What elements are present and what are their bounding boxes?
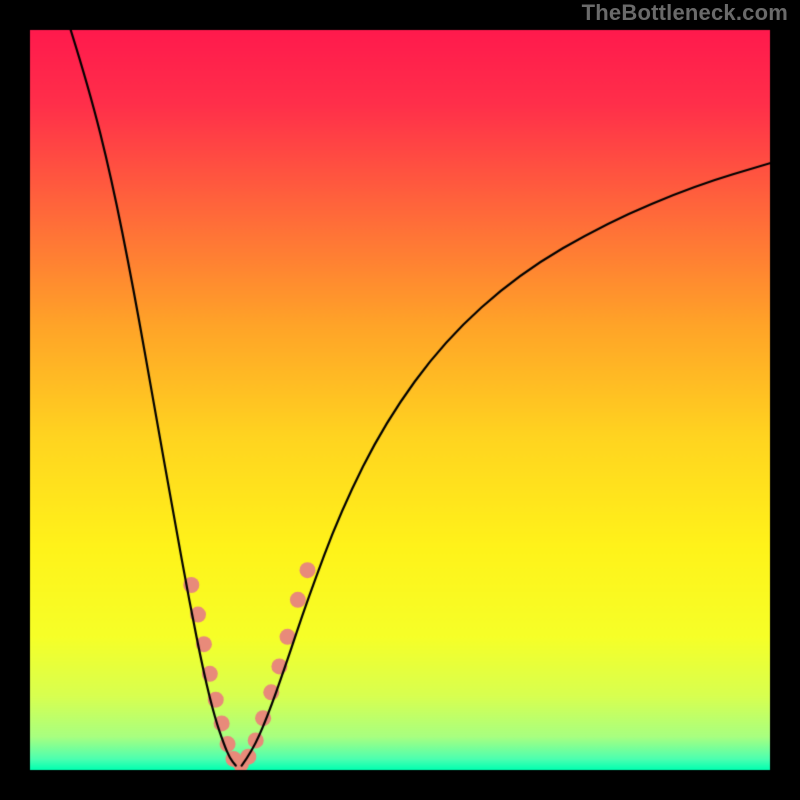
chart-container: TheBottleneck.com: [0, 0, 800, 800]
watermark-text: TheBottleneck.com: [582, 0, 788, 26]
bottleneck-chart-canvas: [0, 0, 800, 800]
